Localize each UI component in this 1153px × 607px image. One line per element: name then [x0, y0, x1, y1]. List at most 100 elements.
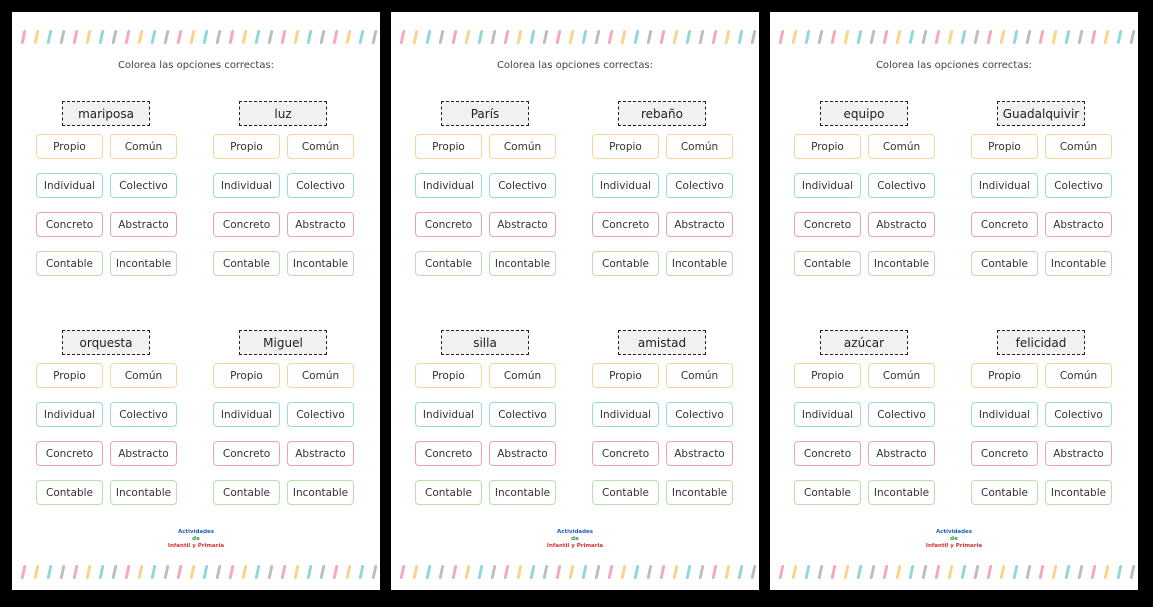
option-button[interactable]: Colectivo — [110, 402, 177, 427]
option-button[interactable]: Abstracto — [868, 441, 935, 466]
option-button[interactable]: Concreto — [794, 441, 861, 466]
option-button[interactable]: Común — [666, 134, 733, 159]
option-button[interactable]: Concreto — [971, 441, 1038, 466]
option-button[interactable]: Concreto — [592, 212, 659, 237]
option-button[interactable]: Concreto — [592, 441, 659, 466]
option-button[interactable]: Propio — [36, 363, 103, 388]
option-button[interactable]: Incontable — [110, 251, 177, 276]
option-button[interactable]: Contable — [213, 251, 280, 276]
option-button[interactable]: Colectivo — [1045, 173, 1112, 198]
option-button[interactable]: Abstracto — [489, 441, 556, 466]
option-button[interactable]: Común — [1045, 134, 1112, 159]
option-button[interactable]: Común — [489, 134, 556, 159]
option-button[interactable]: Contable — [592, 251, 659, 276]
option-button[interactable]: Incontable — [287, 251, 354, 276]
option-button[interactable]: Incontable — [489, 480, 556, 505]
option-button[interactable]: Contable — [794, 480, 861, 505]
decoration-dash — [516, 565, 523, 579]
option-button[interactable]: Incontable — [489, 251, 556, 276]
option-button[interactable]: Común — [868, 134, 935, 159]
option-button[interactable]: Abstracto — [110, 212, 177, 237]
option-button[interactable]: Abstracto — [287, 441, 354, 466]
option-button[interactable]: Colectivo — [287, 173, 354, 198]
option-button[interactable]: Común — [489, 363, 556, 388]
option-button[interactable]: Concreto — [415, 212, 482, 237]
option-button[interactable]: Incontable — [666, 251, 733, 276]
option-button[interactable]: Colectivo — [868, 402, 935, 427]
option-button[interactable]: Individual — [213, 173, 280, 198]
option-button[interactable]: Propio — [971, 363, 1038, 388]
option-button[interactable]: Colectivo — [868, 173, 935, 198]
option-button[interactable]: Común — [110, 134, 177, 159]
option-button[interactable]: Individual — [36, 173, 103, 198]
option-button[interactable]: Propio — [794, 363, 861, 388]
option-button[interactable]: Abstracto — [1045, 212, 1112, 237]
option-button[interactable]: Individual — [36, 402, 103, 427]
option-button[interactable]: Colectivo — [489, 173, 556, 198]
option-button[interactable]: Común — [868, 363, 935, 388]
option-button[interactable]: Propio — [794, 134, 861, 159]
option-button[interactable]: Común — [666, 363, 733, 388]
option-button[interactable]: Propio — [971, 134, 1038, 159]
option-button[interactable]: Abstracto — [868, 212, 935, 237]
option-button[interactable]: Colectivo — [287, 402, 354, 427]
option-button[interactable]: Abstracto — [666, 441, 733, 466]
option-button[interactable]: Concreto — [36, 212, 103, 237]
option-button[interactable]: Incontable — [1045, 480, 1112, 505]
option-button[interactable]: Común — [110, 363, 177, 388]
option-button[interactable]: Individual — [971, 402, 1038, 427]
option-button[interactable]: Propio — [592, 363, 659, 388]
option-button[interactable]: Contable — [36, 251, 103, 276]
option-button[interactable]: Concreto — [213, 441, 280, 466]
option-button[interactable]: Incontable — [868, 251, 935, 276]
option-button[interactable]: Concreto — [36, 441, 103, 466]
option-button[interactable]: Contable — [592, 480, 659, 505]
option-button[interactable]: Colectivo — [489, 402, 556, 427]
option-button[interactable]: Incontable — [110, 480, 177, 505]
option-button[interactable]: Común — [287, 363, 354, 388]
option-button[interactable]: Contable — [971, 251, 1038, 276]
option-button[interactable]: Individual — [794, 173, 861, 198]
option-button[interactable]: Contable — [415, 480, 482, 505]
option-button[interactable]: Concreto — [971, 212, 1038, 237]
option-button[interactable]: Individual — [415, 402, 482, 427]
option-button[interactable]: Propio — [213, 134, 280, 159]
option-button[interactable]: Abstracto — [666, 212, 733, 237]
option-button[interactable]: Individual — [971, 173, 1038, 198]
option-button[interactable]: Concreto — [213, 212, 280, 237]
option-button[interactable]: Individual — [213, 402, 280, 427]
option-button[interactable]: Abstracto — [287, 212, 354, 237]
option-button[interactable]: Común — [1045, 363, 1112, 388]
option-button[interactable]: Individual — [794, 402, 861, 427]
option-button[interactable]: Incontable — [868, 480, 935, 505]
decoration-dash — [293, 565, 300, 579]
option-button[interactable]: Abstracto — [110, 441, 177, 466]
decoration-dash — [412, 565, 419, 579]
option-button[interactable]: Concreto — [415, 441, 482, 466]
option-button[interactable]: Propio — [213, 363, 280, 388]
option-button[interactable]: Abstracto — [1045, 441, 1112, 466]
option-button[interactable]: Contable — [794, 251, 861, 276]
option-button[interactable]: Propio — [36, 134, 103, 159]
option-button[interactable]: Individual — [592, 402, 659, 427]
option-button[interactable]: Contable — [415, 251, 482, 276]
option-button[interactable]: Colectivo — [666, 173, 733, 198]
option-button[interactable]: Propio — [415, 134, 482, 159]
option-button[interactable]: Común — [287, 134, 354, 159]
option-button[interactable]: Propio — [415, 363, 482, 388]
option-button[interactable]: Abstracto — [489, 212, 556, 237]
option-button[interactable]: Colectivo — [110, 173, 177, 198]
option-button[interactable]: Incontable — [666, 480, 733, 505]
option-button[interactable]: Individual — [592, 173, 659, 198]
option-button[interactable]: Colectivo — [666, 402, 733, 427]
option-button[interactable]: Contable — [971, 480, 1038, 505]
option-button[interactable]: Contable — [36, 480, 103, 505]
decoration-dash — [280, 565, 287, 579]
option-button[interactable]: Propio — [592, 134, 659, 159]
option-button[interactable]: Contable — [213, 480, 280, 505]
option-button[interactable]: Concreto — [794, 212, 861, 237]
option-button[interactable]: Incontable — [1045, 251, 1112, 276]
option-button[interactable]: Incontable — [287, 480, 354, 505]
option-button[interactable]: Colectivo — [1045, 402, 1112, 427]
option-button[interactable]: Individual — [415, 173, 482, 198]
